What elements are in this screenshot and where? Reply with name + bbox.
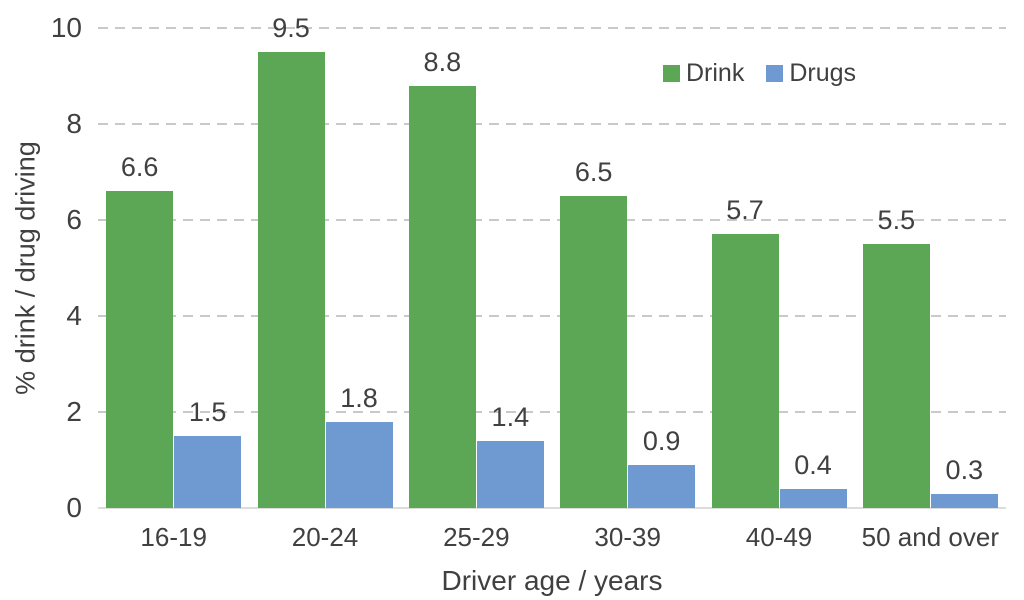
gridline-4 bbox=[98, 315, 1006, 317]
data-label-drugs-40-49: 0.4 bbox=[794, 449, 832, 480]
y-tick-label-4: 4 bbox=[66, 300, 82, 331]
data-label-drugs-50-and-over: 0.3 bbox=[945, 454, 984, 485]
data-label-drugs-16-19: 1.5 bbox=[188, 397, 227, 427]
gridline-6 bbox=[98, 219, 1006, 221]
x-tick-label-25-29: 25-29 bbox=[443, 522, 510, 552]
bar-drugs-30-39 bbox=[628, 464, 696, 508]
bar-drink-40-49 bbox=[711, 234, 779, 508]
gridline-10 bbox=[98, 27, 1006, 29]
bar-drugs-50-and-over bbox=[930, 493, 998, 508]
x-axis-title: Driver age / years bbox=[441, 565, 663, 596]
bar-drink-16-19 bbox=[106, 191, 174, 508]
bar-drink-25-29 bbox=[408, 85, 476, 508]
data-label-drugs-30-39: 0.9 bbox=[642, 425, 681, 456]
legend-label-drink: Drink bbox=[686, 59, 745, 87]
data-label-drink-50-and-over: 5.5 bbox=[877, 205, 916, 235]
data-label-drink-40-49: 5.7 bbox=[726, 195, 764, 226]
bar-drink-50-and-over bbox=[862, 244, 930, 508]
x-tick-label-50-and-over: 50 and over bbox=[861, 522, 999, 552]
bar-drugs-25-29 bbox=[476, 440, 544, 508]
gridline-8 bbox=[98, 123, 1006, 125]
bar-drink-30-39 bbox=[560, 196, 628, 508]
data-label-drink-25-29: 8.8 bbox=[423, 46, 462, 77]
data-label-drugs-20-24: 1.8 bbox=[340, 382, 378, 413]
data-label-drugs-25-29: 1.4 bbox=[491, 401, 530, 432]
y-tick-label-0: 0 bbox=[66, 492, 82, 523]
bar-drugs-16-19 bbox=[174, 436, 242, 508]
y-tick-label-8: 8 bbox=[66, 108, 82, 139]
drugs-legend-swatch bbox=[766, 65, 784, 82]
bar-drugs-40-49 bbox=[779, 488, 847, 508]
y-tick-label-2: 2 bbox=[66, 396, 82, 427]
bar-drink-20-24 bbox=[257, 52, 325, 508]
y-axis-title: % drink / drug driving bbox=[10, 141, 41, 395]
gridline-2 bbox=[98, 411, 1006, 413]
data-label-drink-20-24: 9.5 bbox=[272, 13, 310, 43]
x-axis-line bbox=[98, 507, 1006, 509]
x-tick-label-20-24: 20-24 bbox=[291, 522, 359, 552]
bar-drugs-20-24 bbox=[325, 421, 393, 508]
y-tick-label-10: 10 bbox=[50, 12, 82, 43]
plot-area: 6.6 9.5 8.8 6.5 5.7 5.5 1.5 1.8 1.4 0.9 0.4 0.3 bbox=[98, 15, 1006, 509]
legend-item-drugs: Drugs bbox=[766, 61, 856, 86]
x-tick-label-16-19: 16-19 bbox=[140, 522, 207, 552]
data-label-drink-30-39: 6.5 bbox=[574, 157, 613, 187]
data-label-drink-16-19: 6.6 bbox=[120, 152, 159, 183]
drink-legend-swatch bbox=[663, 65, 680, 82]
y-tick-label-6: 6 bbox=[66, 204, 82, 235]
legend-item-drink: Drink bbox=[663, 61, 744, 86]
legend-label-drugs: Drugs bbox=[789, 59, 857, 87]
x-tick-label-40-49: 40-49 bbox=[745, 522, 813, 552]
x-tick-label-30-39: 30-39 bbox=[594, 522, 661, 552]
legend: Drink Drugs bbox=[663, 61, 856, 86]
